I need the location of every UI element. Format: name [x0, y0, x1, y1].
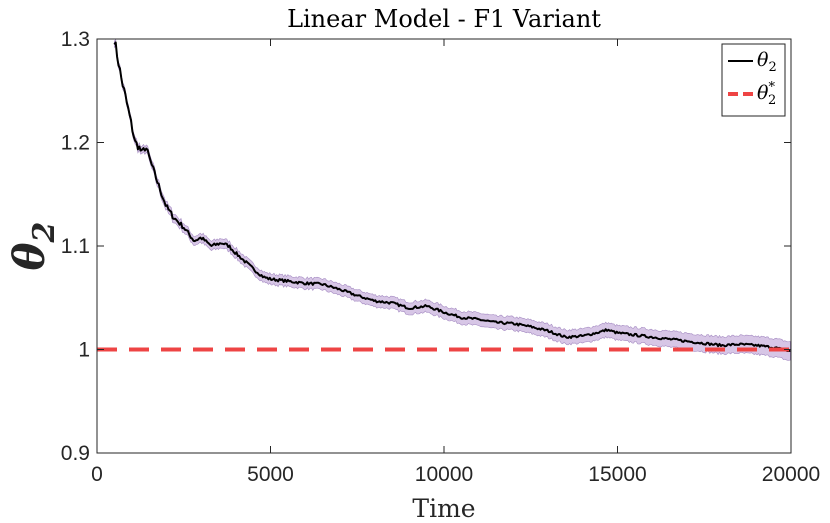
- y-tick-label: 1.2: [61, 132, 90, 155]
- y-axis-label-subscript: 2: [27, 222, 62, 244]
- y-tick-label: 0.9: [61, 442, 90, 465]
- x-tick-label: 0: [91, 463, 103, 486]
- legend-label-subscript: 2: [768, 93, 776, 108]
- x-tick-label: 5000: [247, 463, 294, 486]
- legend-label-symbol: θ: [757, 82, 769, 104]
- legend-label: θ* 2: [757, 80, 776, 108]
- confidence-band-layer: [114, 39, 791, 361]
- y-axis-ticks: 0.9 1 1.1 1.2 1.3: [61, 28, 791, 465]
- y-tick-label: 1.3: [61, 28, 90, 51]
- legend-box: [721, 43, 786, 117]
- legend-label-subscript: 2: [768, 60, 776, 75]
- y-tick-label: 1: [78, 339, 90, 362]
- y-tick-label: 1.1: [61, 235, 90, 258]
- plot-frame: [96, 38, 792, 454]
- legend-label: θ2: [757, 49, 777, 75]
- legend-label-symbol: θ: [757, 49, 769, 71]
- x-tick-label: 15000: [588, 463, 646, 486]
- legend-entries: θ2θ* 2: [728, 49, 777, 108]
- series-layer: [97, 41, 791, 352]
- series-line-theta2: [113, 41, 791, 352]
- x-tick-label: 10000: [415, 463, 473, 486]
- chart-title: Linear Model - F1 Variant: [287, 5, 601, 33]
- y-axis-label-symbol: θ: [5, 242, 54, 270]
- confidence-band: [114, 39, 791, 361]
- legend: θ2θ* 2: [721, 43, 786, 117]
- x-axis-label: Time: [412, 494, 475, 523]
- x-tick-label: 20000: [762, 463, 820, 486]
- legend-label-superscript: *: [768, 80, 775, 95]
- y-axis-label: θ2: [5, 222, 62, 271]
- x-axis-ticks: 0 5000 10000 15000 20000: [91, 39, 820, 486]
